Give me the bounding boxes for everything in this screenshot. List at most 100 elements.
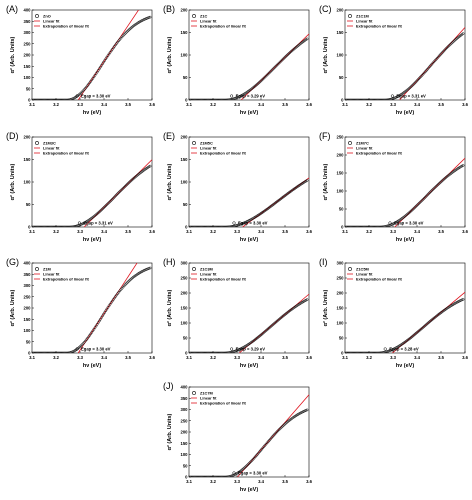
legend-label-fit: Linear fit (43, 272, 60, 277)
y-tick-label: 0 (341, 351, 344, 356)
data-point (218, 98, 221, 100)
legend-label-sample: Z1C7M (200, 391, 213, 396)
y-tick-label: 200 (181, 135, 189, 140)
y-tick-label: 300 (337, 261, 345, 266)
data-point (354, 98, 358, 100)
x-tick-label: 3.6 (306, 229, 312, 234)
data-point (364, 98, 368, 100)
legend-label-extrapolation: Extrapolation of linear fit (43, 277, 90, 282)
x-tick-label: 3.4 (101, 229, 107, 234)
y-axis-title: α² (Arb. Units) (166, 289, 173, 326)
egap-marker (230, 347, 234, 351)
data-point (349, 98, 353, 100)
data-point (54, 98, 58, 100)
data-point (45, 98, 48, 100)
egap-marker (77, 221, 81, 225)
egap-label: Egap = 3.30 eV (81, 94, 111, 99)
x-tick-label: 3.3 (234, 102, 240, 107)
y-axis-title: α² (Arb. Units) (322, 289, 329, 326)
y-tick-label: 150 (24, 157, 32, 162)
data-point (33, 98, 36, 100)
data-point (350, 98, 354, 100)
y-tick-label: 100 (337, 53, 345, 58)
x-tick-label: 3.4 (414, 355, 420, 360)
y-tick-label: 100 (181, 53, 189, 58)
y-tick-label: 300 (181, 261, 189, 266)
data-point (48, 98, 51, 100)
chart-panel: (J) 0 50 100 150 200 250 300 350 400 3.1 3.2 3.3 3.4 3… (163, 381, 313, 493)
data-point (39, 98, 43, 100)
data-point (220, 98, 224, 100)
legend-label-fit: Linear fit (356, 19, 373, 24)
y-tick-label: 400 (24, 261, 32, 266)
y-tick-label: 200 (337, 8, 345, 13)
y-tick-label: 150 (337, 306, 345, 311)
y-axis-title: α² (Arb. Units) (9, 163, 16, 200)
data-point (373, 98, 376, 100)
legend-marker-data (35, 267, 39, 271)
y-tick-label: 400 (24, 8, 32, 13)
data-point (49, 98, 53, 100)
data-point (213, 98, 217, 100)
x-tick-label: 3.1 (342, 102, 348, 107)
data-point (212, 98, 216, 100)
x-tick-label: 3.4 (101, 102, 107, 107)
x-tick-label: 3.4 (414, 102, 420, 107)
panel-letter: (I) (319, 257, 328, 267)
egap-label: Egap = 3.31 eV (396, 94, 426, 99)
data-point (41, 98, 45, 100)
legend-label-extrapolation: Extrapolation of linear fit (43, 24, 90, 29)
data-point (208, 98, 212, 100)
y-tick-label: 0 (28, 225, 31, 230)
x-tick-label: 3.4 (258, 102, 264, 107)
x-axis-title: hν (eV) (240, 110, 259, 116)
y-tick-label: 150 (337, 30, 345, 35)
data-point (352, 98, 356, 100)
axes-frame (344, 136, 466, 228)
x-tick-label: 3.1 (186, 229, 192, 234)
x-axis-title: hν (eV) (396, 237, 415, 243)
data-point (368, 98, 372, 100)
y-tick-label: 50 (183, 75, 188, 80)
data-point (53, 98, 57, 100)
y-tick-label: 350 (181, 396, 189, 401)
panel-letter: (E) (163, 131, 175, 141)
legend-marker-data (348, 267, 352, 271)
legend-label-extrapolation: Extrapolation of linear fit (200, 151, 247, 156)
data-point (200, 98, 204, 100)
x-tick-label: 3.3 (234, 229, 240, 234)
x-tick-label: 3.6 (149, 229, 155, 234)
legend-label-sample: Z1C3M (200, 267, 213, 272)
x-tick-label: 3.3 (390, 102, 396, 107)
x-tick-label: 3.2 (53, 355, 59, 360)
legend-marker-data (35, 14, 39, 18)
x-tick-label: 3.3 (234, 355, 240, 360)
y-tick-label: 200 (24, 306, 32, 311)
data-point (61, 98, 64, 100)
y-tick-label: 150 (24, 317, 32, 322)
data-point (372, 98, 375, 100)
data-point (461, 164, 465, 167)
panel-letter: (J) (163, 381, 174, 391)
x-tick-label: 3.2 (210, 479, 216, 484)
y-tick-label: 0 (185, 351, 188, 356)
x-tick-label: 3.3 (77, 102, 83, 107)
x-tick-label: 3.3 (234, 479, 240, 484)
y-tick-label: 250 (181, 418, 189, 423)
x-tick-label: 3.4 (414, 229, 420, 234)
data-point (461, 32, 465, 35)
legend-label-fit: Linear fit (200, 19, 217, 24)
legend-label-fit: Linear fit (200, 272, 217, 277)
egap-label: Egap = 3.31 eV (83, 221, 113, 226)
data-point (360, 98, 363, 100)
data-point (346, 98, 349, 100)
legend-label-fit: Linear fit (356, 272, 373, 277)
legend-label-fit: Linear fit (200, 396, 217, 401)
data-point (204, 98, 207, 100)
egap-marker (388, 221, 392, 225)
y-tick-label: 350 (24, 19, 32, 24)
data-point (51, 98, 55, 100)
data-point (379, 98, 383, 100)
x-tick-label: 3.5 (125, 355, 131, 360)
x-axis-title: hν (eV) (240, 237, 259, 243)
